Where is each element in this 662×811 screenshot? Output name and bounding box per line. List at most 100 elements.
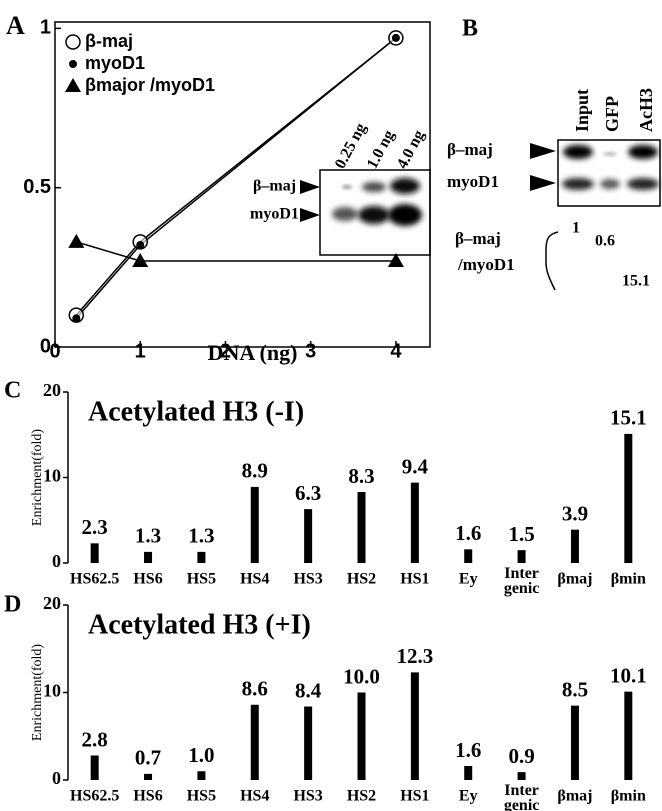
x-tick-label: HS3 [293,788,322,805]
ratio-value: 15.1 [622,273,650,290]
value-label: 12.3 [396,644,433,668]
bar [518,550,526,563]
band [562,178,594,190]
label-line: genic [504,797,540,811]
value-label: 8.9 [242,459,268,483]
value-label: 1.6 [455,738,481,762]
bracket [546,232,558,290]
legend-label: βmajor /myoD1 [85,75,215,95]
marker [68,234,84,248]
lane-label: 1.0 ng [364,128,398,172]
y-tick-label: 10 [43,466,61,486]
band [627,178,659,190]
x-tick-label: HS5 [187,571,216,588]
band [342,185,352,189]
panel-label: C [4,378,21,404]
x-tick-label: 3 [305,340,316,362]
value-label: 1.0 [188,743,214,767]
x-tick-label: 4 [390,340,402,362]
arrowhead [530,175,556,191]
value-label: 8.6 [242,677,268,701]
value-label: 1.6 [455,521,481,545]
bar [358,492,366,563]
marker [69,60,77,68]
value-label: 3.9 [562,501,588,525]
bar [144,774,152,780]
bar [91,543,99,563]
value-label: 0.9 [508,744,534,768]
x-tick-label: HS4 [240,571,269,588]
page: {"panel_labels": ["A", "B", "C", "D"], "… [0,0,662,811]
ratio-label: β–maj [455,229,501,248]
x-tick-label: Ey [459,571,478,588]
x-tick-label: HS1 [400,788,429,805]
x-tick-label: HS62.5 [70,571,119,588]
band [390,178,420,194]
legend-label: myoD1 [85,53,145,73]
bar [91,756,99,781]
x-tick-label: βmaj [557,788,592,805]
x-tick-label: HS62.5 [70,788,119,805]
bar [197,552,205,563]
bar [411,672,419,780]
ratio-value: 0.6 [595,233,615,250]
y-tick-label: 0 [52,551,61,571]
y-tick-label: 10 [43,681,61,701]
bar [518,772,526,780]
y-axis-label: Enrichment(fold) [30,644,45,742]
bar [251,705,259,780]
value-label: 10.0 [343,664,380,688]
x-tick-label: Intergenic [504,782,540,811]
marker [66,35,80,49]
value-label: 8.4 [295,678,322,702]
bar [624,434,632,563]
value-label: 0.7 [135,746,161,770]
band [358,206,390,224]
x-tick-label: HS1 [400,571,429,588]
figure: A B C D 0.25 ng 1.0 ng 4.0 ng β–maj myoD… [0,0,662,811]
band [362,182,386,192]
value-label: 8.3 [348,464,374,488]
arrowhead [300,208,320,222]
band [332,207,358,221]
ratio-label: /myoD1 [457,255,515,274]
bar [571,706,579,780]
x-tick-label: HS2 [347,571,376,588]
lane-label: Input [572,89,592,132]
marker [65,78,81,92]
value-label: 10.1 [610,663,647,687]
legend-label: β-maj [85,31,133,51]
band [628,145,658,159]
y-tick-label: 0 [40,335,51,357]
bar [304,509,312,563]
bar [144,552,152,563]
inset-blot: 0.25 ng 1.0 ng 4.0 ng β–maj myoD1 [250,120,430,255]
value-label: 2.8 [82,727,108,751]
value-label: 1.3 [188,524,214,548]
y-tick-label: 0 [52,768,61,788]
value-label: 1.5 [508,522,534,546]
x-tick-label: βmin [611,788,646,805]
arrowhead [300,180,320,194]
arrowhead [530,143,556,159]
x-axis-label: DNA (ng) [208,340,298,365]
y-tick-label: 20 [43,380,61,400]
bar [571,530,579,563]
x-tick-label: HS3 [293,571,322,588]
y-axis-label: Enrichment(fold) [30,429,45,527]
bar [624,692,632,780]
row-label: myoD1 [447,172,499,191]
y-tick-label: 1 [40,17,51,39]
bar [411,483,419,563]
ratio-value: 1 [572,220,580,237]
marker [392,34,400,42]
x-tick-label: Ey [459,788,478,805]
value-label: 9.4 [402,454,429,478]
x-tick-label: HS6 [133,571,162,588]
value-label: 6.3 [295,481,321,505]
band [388,204,422,226]
marker [72,314,80,322]
x-tick-label: βmaj [557,571,592,588]
y-tick-label: 20 [43,593,61,613]
chart-title: Acetylated H3 (+I) [88,609,311,640]
